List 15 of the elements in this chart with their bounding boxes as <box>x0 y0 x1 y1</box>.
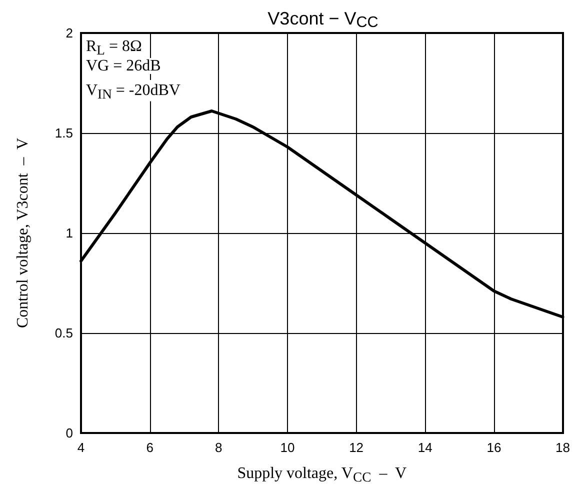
x-tick-label: 10 <box>280 440 295 455</box>
y-tick-label: 0 <box>66 426 73 440</box>
y-tick-label: 1 <box>66 226 73 240</box>
x-tick-label: 4 <box>77 440 85 455</box>
x-tick-label: 8 <box>215 440 222 455</box>
x-tick-label: 14 <box>418 440 432 455</box>
y-tick-label: 2 <box>66 26 73 40</box>
y-tick-label: 0.5 <box>54 326 73 340</box>
x-tick-label: 6 <box>146 440 154 455</box>
x-tick-label: 16 <box>486 440 502 455</box>
x-tick-label: 18 <box>556 440 570 455</box>
y-tick-label: 1.5 <box>54 126 73 140</box>
annotation: VG = 26dB <box>86 58 161 74</box>
x-tick-label: 12 <box>349 440 364 455</box>
y-axis-title: Control voltage, V3cont – V <box>14 138 32 328</box>
